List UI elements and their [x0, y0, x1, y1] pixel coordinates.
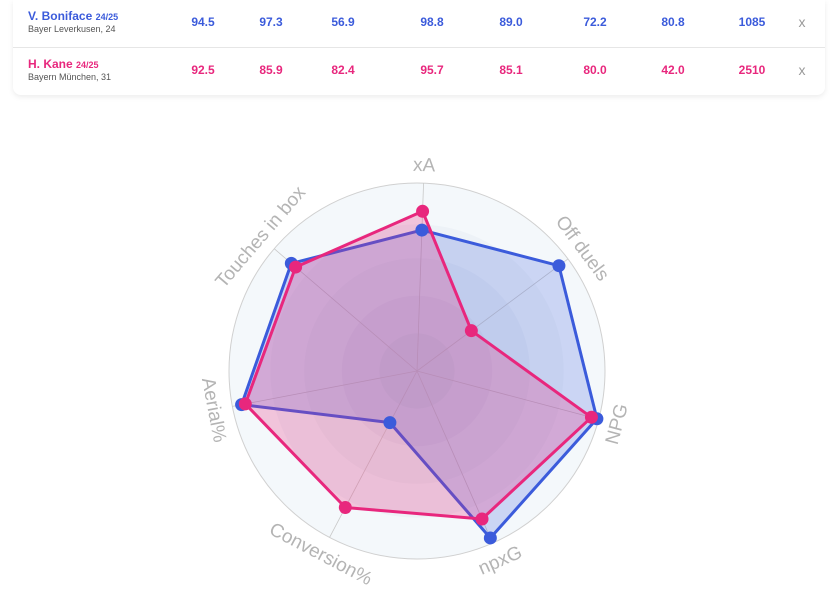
stat-value: 56.9 [331, 15, 355, 29]
stat-value: 1085 [738, 15, 766, 29]
stat-value: 80.8 [661, 15, 685, 29]
series-area [243, 209, 593, 521]
radar-spoke [232, 370, 418, 407]
stat-value: 72.2 [583, 15, 607, 29]
axis-label: NPG [602, 402, 633, 447]
stat-value: 42.0 [661, 63, 685, 77]
remove-player-button[interactable]: x [798, 14, 806, 30]
stat-value: 97.3 [259, 15, 283, 29]
data-point [383, 416, 397, 430]
stat-value: 85.1 [499, 63, 523, 77]
stat-value: 98.8 [420, 15, 444, 29]
stat-value: 2510 [738, 63, 766, 77]
comparison-table: V. Boniface 24/25 Bayer Leverkusen, 24 9… [13, 0, 825, 95]
radar-outline [228, 182, 606, 560]
data-point [415, 223, 429, 237]
player-season: 24/25 [76, 60, 99, 70]
data-point [483, 531, 497, 545]
data-point [584, 410, 598, 424]
stat-value: 89.0 [499, 15, 523, 29]
stat-value: 94.5 [191, 15, 215, 29]
remove-player-button[interactable]: x [798, 62, 806, 78]
player-row-boniface: V. Boniface 24/25 Bayer Leverkusen, 24 9… [13, 0, 825, 48]
data-point [464, 324, 478, 338]
radar-spoke [416, 370, 599, 420]
axis-label: Aerial% [197, 376, 230, 444]
stat-value: 85.9 [259, 63, 283, 77]
data-point [289, 260, 303, 274]
data-point [552, 259, 566, 273]
series-area [240, 228, 599, 540]
data-point [338, 500, 352, 514]
axis-label: xA [413, 155, 436, 177]
player-team: Bayern München, 31 [28, 72, 112, 82]
player-row-kane: H. Kane 24/25 Bayern München, 31 92.5 85… [13, 48, 825, 95]
stat-value: 82.4 [331, 63, 355, 77]
radar-spoke [416, 258, 569, 372]
data-point [416, 204, 430, 218]
player-season: 24/25 [95, 12, 119, 22]
data-point [475, 512, 489, 526]
stat-value: 95.7 [420, 63, 444, 77]
player-name[interactable]: V. Boniface 24/25 [28, 9, 119, 23]
axis-label: npxG [475, 542, 525, 579]
player-team: Bayer Leverkusen, 24 [28, 24, 116, 34]
player-name[interactable]: H. Kane 24/25 [28, 57, 99, 71]
stat-value: 92.5 [191, 63, 215, 77]
data-point [238, 397, 252, 411]
stat-value: 80.0 [583, 63, 607, 77]
